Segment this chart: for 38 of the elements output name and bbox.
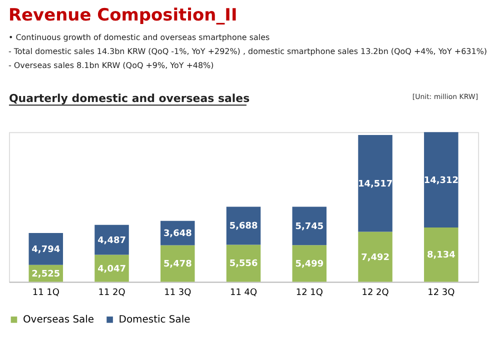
text: - Overseas sales 8.1bn KRW (QoQ +9%, YoY +48%) <box>8 61 214 70</box>
chart-subtitle: Quarterly domestic and overseas sales <box>8 92 250 106</box>
data-label: 4,047 <box>98 264 126 274</box>
data-label: 4,794 <box>32 244 60 255</box>
data-label: 5,478 <box>163 259 192 270</box>
bar <box>28 232 64 265</box>
bar <box>292 245 327 282</box>
data-label: 5,688 <box>229 222 258 232</box>
bar <box>226 244 261 282</box>
data-label: 4,487 <box>98 236 126 246</box>
data-label: 5,499 <box>295 259 324 270</box>
bar <box>358 232 392 282</box>
data-label: 14,517 <box>358 179 393 190</box>
text: • Continuous growth of domestic and overseas smartphone sales <box>8 33 270 42</box>
bar <box>94 224 129 255</box>
bar <box>292 206 327 246</box>
bar <box>358 134 392 232</box>
x-tick-label: 11 3Q <box>164 288 192 298</box>
data-label: 5,745 <box>295 222 324 232</box>
x-tick-label: 11 4Q <box>230 288 258 298</box>
x-tick-label: 12 3Q <box>428 288 455 298</box>
data-label: 8,134 <box>426 250 456 261</box>
bar <box>424 132 458 228</box>
bar <box>424 228 458 282</box>
data-label: 2,525 <box>32 269 60 280</box>
x-tick-label: 12 1Q <box>296 288 323 298</box>
data-label: 3,648 <box>163 229 192 240</box>
data-label: 5,556 <box>229 259 258 270</box>
legend-label: Overseas Sale <box>22 314 94 326</box>
legend-label: Domestic Sale <box>118 314 190 326</box>
chart-title: Revenue Composition_II <box>8 4 238 24</box>
data-label: 7,492 <box>361 252 390 263</box>
text: - Total domestic sales 14.3bn KRW (QoQ -1%, YoY +292%) , domestic smartphone sales 13.2bn (QoQ +4%, YoY +631%) <box>8 47 487 56</box>
x-tick-label: 12 2Q <box>362 288 389 298</box>
x-tick-label: 11 1Q <box>32 288 60 298</box>
data-label: 14,312 <box>424 176 458 186</box>
bar <box>160 245 195 282</box>
x-tick-label: 11 2Q <box>98 288 126 298</box>
